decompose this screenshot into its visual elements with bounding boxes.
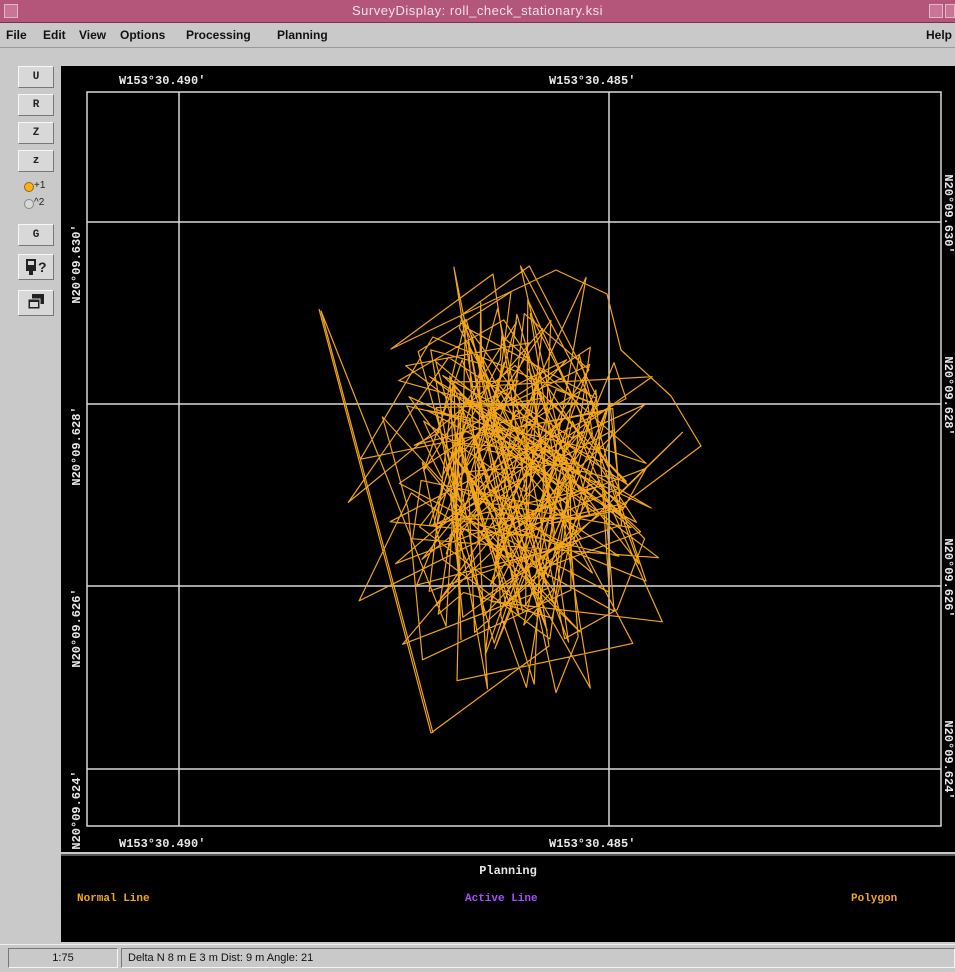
radio-selected-icon: [24, 182, 34, 192]
grid-button[interactable]: G: [18, 224, 54, 246]
title-bar: SurveyDisplay: roll_check_stationary.ksi: [0, 0, 955, 23]
svg-text:?: ?: [38, 259, 47, 275]
menu-edit[interactable]: Edit: [43, 28, 66, 42]
plot-frame: [86, 91, 942, 827]
zoom-out-button[interactable]: z: [18, 150, 54, 172]
lat-label-left-4: N20°09.624': [70, 770, 84, 849]
query-icon: ?: [26, 259, 47, 275]
radio-plus-one[interactable]: +1: [18, 179, 56, 193]
menu-bar: File Edit View Options Processing Planni…: [0, 23, 955, 48]
lat-label-right-4: N20°09.624': [941, 720, 955, 799]
minimize-icon[interactable]: [929, 4, 943, 18]
lat-label-right-2: N20°09.628': [941, 356, 955, 435]
legend-normal-line[interactable]: Normal Line: [77, 893, 150, 905]
maximize-icon[interactable]: [945, 4, 955, 18]
menu-options[interactable]: Options: [120, 28, 166, 42]
planning-panel: Planning Normal Line Active Line Polygon: [61, 854, 955, 942]
menu-processing[interactable]: Processing: [186, 28, 251, 42]
lat-label-right-1: N20°09.630': [941, 174, 955, 253]
menu-help[interactable]: Help: [926, 28, 953, 42]
legend-active-line[interactable]: Active Line: [465, 893, 538, 905]
status-delta: Delta N 8 m E 3 m Dist: 9 m Angle: 21: [121, 948, 955, 968]
menu-file[interactable]: File: [6, 28, 27, 42]
radio-unselected-icon: [24, 199, 34, 209]
position-track: [318, 265, 702, 734]
planning-title: Planning: [479, 864, 537, 878]
lat-label-right-3: N20°09.626': [941, 538, 955, 617]
status-scale: 1:75: [8, 948, 118, 968]
lat-label-left-3: N20°09.626': [70, 588, 84, 667]
refresh-button[interactable]: R: [18, 94, 54, 116]
zoom-in-button[interactable]: Z: [18, 122, 54, 144]
window-stack-button[interactable]: [18, 290, 54, 316]
lat-label-left-2: N20°09.628': [70, 406, 84, 485]
plot-area[interactable]: W153°30.490' W153°30.485' W153°30.490' W…: [61, 66, 955, 852]
radio-power-two[interactable]: ^2: [18, 196, 56, 210]
lon-label-bottom-left: W153°30.490': [119, 837, 205, 851]
window-title: SurveyDisplay: roll_check_stationary.ksi: [352, 3, 603, 18]
track-plot[interactable]: W153°30.490' W153°30.485' W153°30.490' W…: [61, 66, 955, 852]
menu-planning[interactable]: Planning: [277, 28, 328, 42]
unzoom-button[interactable]: U: [18, 66, 54, 88]
legend-polygon[interactable]: Polygon: [851, 893, 898, 905]
menu-view[interactable]: View: [79, 28, 107, 42]
windows-icon: [27, 294, 44, 310]
lon-label-top-right: W153°30.485': [549, 74, 635, 88]
status-bar: 1:75 Delta N 8 m E 3 m Dist: 9 m Angle: …: [0, 944, 955, 972]
lon-label-bottom-right: W153°30.485': [549, 837, 635, 851]
window-menu-icon[interactable]: [4, 4, 18, 18]
lat-label-left-1: N20°09.630': [70, 224, 84, 303]
lon-label-top-left: W153°30.490': [119, 74, 205, 88]
grid-lines: [87, 92, 941, 826]
query-button[interactable]: ?: [18, 254, 54, 280]
